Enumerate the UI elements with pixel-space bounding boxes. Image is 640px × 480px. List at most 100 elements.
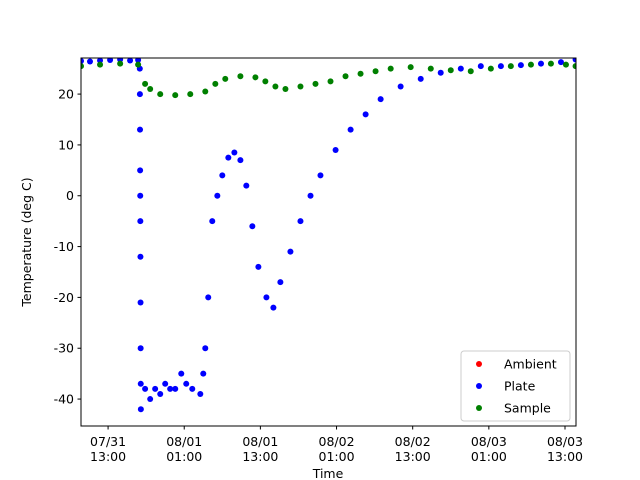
data-point — [157, 390, 164, 397]
legend-label: Sample — [504, 401, 551, 416]
data-point — [332, 147, 339, 153]
data-point — [437, 69, 444, 76]
data-point — [162, 380, 169, 387]
data-point — [187, 91, 194, 98]
legend-marker — [476, 405, 482, 411]
data-point — [147, 396, 154, 403]
data-point — [317, 172, 324, 179]
data-point — [172, 385, 179, 392]
data-point — [517, 62, 524, 69]
data-point — [237, 157, 244, 164]
data-point — [202, 345, 209, 352]
data-point — [357, 70, 364, 77]
data-point — [81, 58, 84, 65]
data-point — [457, 65, 464, 72]
data-point — [142, 80, 149, 87]
legend-marker — [476, 361, 482, 367]
data-point — [282, 86, 289, 93]
data-point — [142, 385, 149, 392]
data-point — [287, 248, 294, 255]
x-tick-label: 08/01 01:00 — [166, 434, 202, 464]
data-point — [572, 63, 576, 70]
x-axis-label: Time — [312, 466, 344, 480]
data-point — [249, 223, 256, 230]
data-point — [202, 88, 209, 95]
data-point — [497, 63, 504, 70]
data-point — [137, 380, 144, 387]
data-point — [572, 58, 576, 63]
data-point — [342, 73, 349, 80]
data-point — [262, 78, 269, 85]
data-point — [183, 380, 190, 387]
data-point — [297, 218, 304, 225]
data-point — [117, 60, 124, 67]
data-point — [272, 83, 279, 90]
y-tick-label: 10 — [58, 137, 74, 152]
y-axis-label: Temperature (deg C) — [19, 177, 34, 307]
data-point — [527, 61, 534, 68]
y-tick-label: 20 — [58, 87, 74, 102]
data-point — [189, 385, 196, 392]
data-point — [137, 345, 144, 352]
data-point — [270, 304, 277, 311]
x-tick-label: 08/02 01:00 — [319, 434, 355, 464]
data-point — [137, 406, 144, 413]
data-point — [157, 91, 164, 98]
data-point — [219, 172, 226, 179]
data-point — [312, 80, 319, 87]
data-point — [237, 73, 244, 80]
data-point — [477, 63, 484, 70]
legend-marker — [476, 383, 482, 389]
data-point — [255, 263, 262, 270]
data-point — [537, 60, 544, 67]
data-point — [212, 80, 219, 87]
data-point — [209, 218, 216, 225]
data-point — [81, 63, 84, 70]
data-point — [427, 65, 434, 72]
data-point — [557, 59, 564, 66]
y-tick-label: -30 — [54, 341, 74, 356]
x-tick-label: 08/03 13:00 — [547, 434, 583, 464]
data-point — [197, 390, 204, 397]
data-point — [222, 75, 229, 82]
data-point — [135, 61, 142, 68]
data-point — [167, 385, 174, 392]
legend-box — [460, 350, 571, 422]
data-point — [214, 192, 221, 199]
data-point — [147, 86, 154, 93]
data-point — [205, 294, 212, 301]
y-tick-label: -40 — [54, 392, 74, 407]
data-point — [172, 92, 179, 99]
data-point — [507, 63, 514, 70]
data-point — [135, 58, 142, 64]
data-point — [136, 91, 143, 98]
data-point — [137, 299, 144, 306]
x-tick-label: 08/01 13:00 — [242, 434, 278, 464]
data-point — [467, 68, 474, 75]
data-point — [327, 78, 334, 85]
data-point — [137, 253, 144, 260]
data-point — [137, 192, 144, 199]
data-point — [362, 111, 369, 118]
data-point — [487, 65, 494, 72]
x-tick-label: 08/03 01:00 — [471, 434, 507, 464]
data-point — [178, 370, 185, 377]
data-point — [127, 58, 134, 64]
data-point — [86, 58, 93, 65]
plot-area — [81, 58, 576, 413]
data-point — [225, 154, 232, 161]
data-point — [347, 126, 354, 133]
data-point — [152, 385, 159, 392]
x-tick-label: 08/02 13:00 — [395, 434, 431, 464]
y-tick-label: -20 — [54, 290, 74, 305]
y-tick-label: -10 — [54, 239, 74, 254]
data-point — [137, 126, 144, 133]
data-point — [562, 61, 569, 68]
data-point — [447, 67, 454, 74]
data-point — [200, 370, 207, 377]
data-point — [387, 65, 394, 72]
data-point — [231, 149, 238, 156]
data-point — [137, 167, 144, 174]
data-point — [297, 83, 304, 90]
